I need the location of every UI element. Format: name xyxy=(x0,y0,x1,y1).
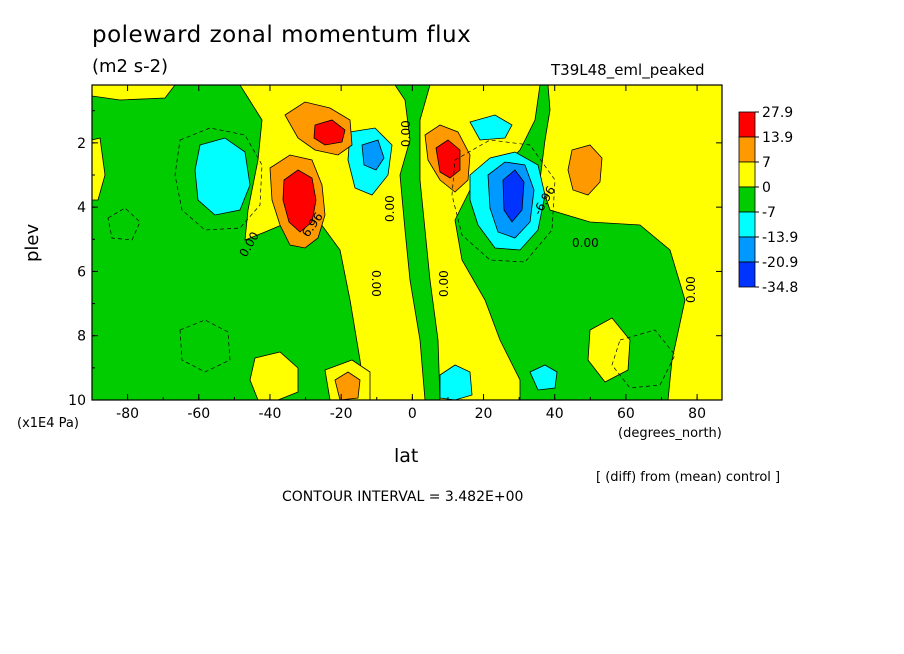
x-tick-label: 80 xyxy=(688,406,706,422)
chart-title: poleward zonal momentum flux xyxy=(92,22,472,48)
colorbar-label: 7 xyxy=(762,155,771,171)
contour-label: 0.00 xyxy=(572,236,599,250)
chart-units: (m2 s-2) xyxy=(92,56,169,77)
x-tick-label: 20 xyxy=(475,406,493,422)
x-tick-label: 40 xyxy=(546,406,564,422)
x-axis-label: lat xyxy=(394,445,419,467)
x-tick-label: -60 xyxy=(187,406,210,422)
contour-field xyxy=(92,85,722,400)
plot-frame xyxy=(91,84,723,401)
contour-label: 0.00 xyxy=(437,270,451,297)
colorbar-swatch xyxy=(738,136,756,163)
contour-label: 0.00 xyxy=(383,195,397,222)
colorbar-label: 27.9 xyxy=(762,105,793,121)
diff-note: [ (diff) from (mean) control ] xyxy=(596,470,781,485)
deepblue-region xyxy=(502,169,525,223)
y-unit-label: (x1E4 Pa) xyxy=(17,416,79,431)
colorbar-swatch xyxy=(738,111,756,138)
axis-ticks: -80 -60 -40 -20 0 20 40 60 80 2 4 6 8 10 xyxy=(68,85,722,422)
y-tick-label: 8 xyxy=(77,329,86,345)
x-tick-label: -20 xyxy=(330,406,353,422)
colorbar-label: -13.9 xyxy=(762,230,798,246)
colorbar: 27.9 13.9 7 0 -7 -13.9 -20.9 -34.8 xyxy=(738,105,798,296)
colorbar-swatch xyxy=(738,186,756,213)
red-regions xyxy=(282,119,461,233)
x-unit-label: (degrees_north) xyxy=(618,426,722,441)
y-tick-label: 10 xyxy=(68,393,86,409)
x-tick-label: -40 xyxy=(259,406,282,422)
y-tick-label: 4 xyxy=(77,200,86,216)
colorbar-label: 0 xyxy=(762,180,771,196)
colorbar-label: 13.9 xyxy=(762,130,793,146)
contour-interval: CONTOUR INTERVAL = 3.482E+00 xyxy=(282,489,524,505)
contour-label: 0.00 xyxy=(684,276,698,303)
colorbar-swatch xyxy=(738,211,756,238)
colorbar-swatch xyxy=(738,261,756,288)
colorbar-swatch xyxy=(738,236,756,263)
y-tick-label: 2 xyxy=(77,136,86,152)
colorbar-label: -7 xyxy=(762,205,776,221)
colorbar-label: -34.8 xyxy=(762,280,798,296)
colorbar-label: -20.9 xyxy=(762,255,798,271)
y-tick-label: 6 xyxy=(77,264,86,280)
run-label: T39L48_eml_peaked xyxy=(551,61,705,79)
negative-contours xyxy=(107,127,676,389)
x-tick-label: 0 xyxy=(408,406,417,422)
x-tick-label: -80 xyxy=(116,406,139,422)
contour-label: 0.00 xyxy=(399,120,413,147)
x-tick-label: 60 xyxy=(617,406,635,422)
colorbar-swatch xyxy=(738,161,756,188)
contour-label: 0.00 xyxy=(369,270,383,297)
